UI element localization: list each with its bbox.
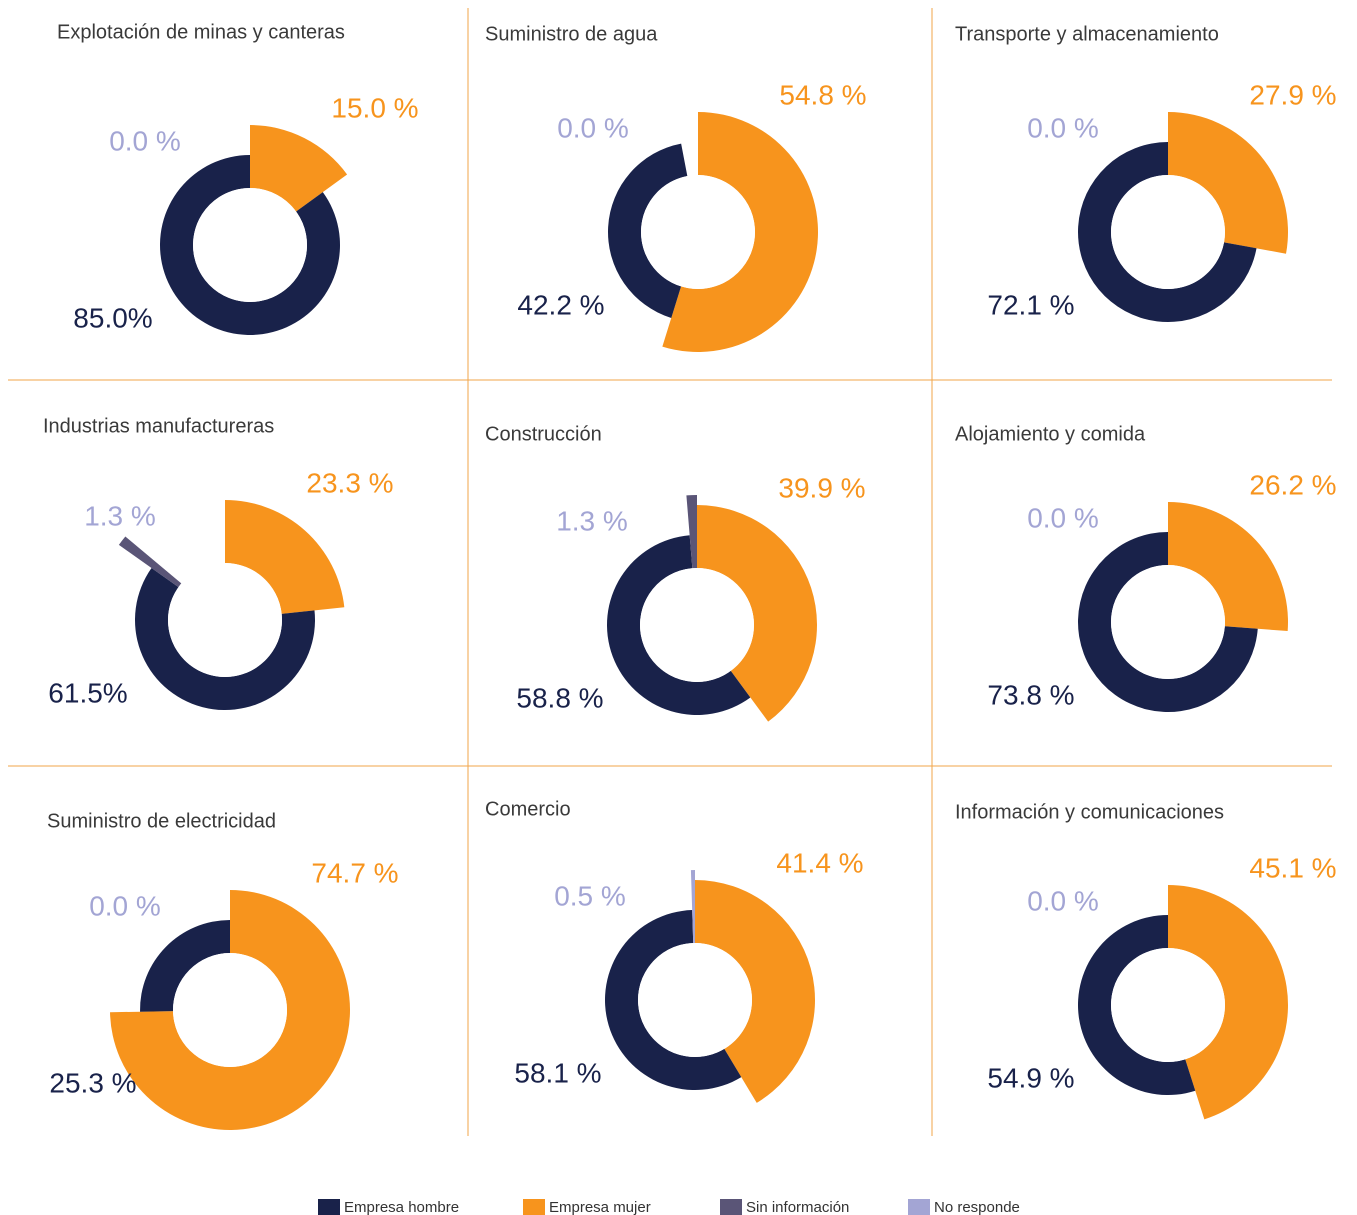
donut-hole: [1111, 565, 1225, 679]
slice: [662, 112, 818, 352]
donut-chart: Explotación de minas y canteras 85.0% 15.0…: [57, 21, 419, 336]
slice: [607, 535, 751, 716]
value-label: 0.0 %: [1027, 112, 1099, 143]
slice: [1078, 532, 1258, 712]
donut-chart: Industrias manufactureras 61.5% 23.3 % 1.3 …: [43, 415, 394, 710]
slice: [225, 500, 345, 614]
value-label: 41.4 %: [776, 847, 863, 878]
value-label: 0.5 %: [554, 880, 626, 911]
legend-label: Empresa hombre: [344, 1199, 459, 1215]
slice: [697, 505, 818, 722]
donut-chart: Suministro de electricidad 25.3 % 74.7 % 0.…: [47, 810, 399, 1130]
legend-label: Empresa mujer: [549, 1199, 651, 1215]
value-label: 25.3 %: [49, 1067, 136, 1098]
donut-chart: Información y comunicaciones 54.9 % 45.1 %…: [955, 801, 1337, 1120]
legend-label: Sin información: [746, 1199, 849, 1215]
slice: [250, 125, 348, 212]
value-label: 61.5%: [48, 677, 127, 708]
donut-chart: Transporte y almacenamiento 72.1 % 27.9 % 0…: [955, 23, 1337, 322]
chart-title: Suministro de agua: [485, 23, 658, 45]
chart-title: Construcción: [485, 423, 602, 445]
value-label: 54.8 %: [779, 79, 866, 110]
slice: [118, 536, 182, 588]
value-label: 73.8 %: [987, 679, 1074, 710]
value-label: 1.3 %: [84, 500, 156, 531]
donut-chart: Construcción 58.8 % 39.9 % 1.3 %: [485, 423, 866, 722]
donut-chart: Alojamiento y comida 73.8 % 26.2 % 0.0 %: [955, 423, 1337, 712]
slice: [135, 568, 315, 710]
value-label: 23.3 %: [306, 467, 393, 498]
slice: [140, 920, 230, 1012]
chart-title: Comercio: [485, 798, 571, 820]
slice: [110, 890, 350, 1130]
value-label: 54.9 %: [987, 1062, 1074, 1093]
donut-hole: [173, 953, 287, 1067]
slice: [690, 870, 695, 944]
slice: [1078, 915, 1196, 1095]
chart-title: Explotación de minas y canteras: [57, 21, 345, 43]
donut-hole: [1111, 948, 1225, 1062]
legend-swatch: [720, 1199, 742, 1215]
chart-title: Información y comunicaciones: [955, 801, 1224, 823]
donut-hole: [641, 175, 755, 289]
donut-chart: Comercio 58.1 % 41.4 % 0.5 %: [485, 798, 864, 1103]
slice: [1168, 112, 1288, 254]
chart-title: Transporte y almacenamiento: [955, 23, 1219, 45]
donut-hole: [193, 188, 307, 302]
chart-title: Alojamiento y comida: [955, 423, 1146, 445]
donut-hole: [168, 563, 282, 677]
legend-label: No responde: [934, 1199, 1020, 1215]
chart-title: Industrias manufactureras: [43, 415, 274, 437]
value-label: 72.1 %: [987, 289, 1074, 320]
value-label: 42.2 %: [517, 289, 604, 320]
value-label: 27.9 %: [1249, 79, 1336, 110]
value-label: 15.0 %: [331, 92, 418, 123]
value-label: 0.0 %: [89, 890, 161, 921]
value-label: 58.1 %: [514, 1057, 601, 1088]
slice: [1168, 502, 1288, 632]
value-label: 74.7 %: [311, 857, 398, 888]
donut-hole: [640, 568, 754, 682]
legend-swatch: [523, 1199, 545, 1215]
slice: [607, 143, 688, 318]
value-label: 26.2 %: [1249, 469, 1336, 500]
donut-chart: Suministro de agua 42.2 % 54.8 % 0.0 %: [485, 23, 867, 352]
value-label: 58.8 %: [516, 682, 603, 713]
chart-title: Suministro de electricidad: [47, 810, 276, 832]
slice: [686, 495, 697, 569]
value-label: 1.3 %: [556, 505, 628, 536]
slice: [1168, 885, 1289, 1120]
slice: [604, 910, 742, 1090]
value-label: 45.1 %: [1249, 852, 1336, 883]
value-label: 39.9 %: [778, 472, 865, 503]
donut-hole: [1111, 175, 1225, 289]
slice: [695, 880, 816, 1103]
value-label: 85.0%: [73, 302, 152, 333]
value-label: 0.0 %: [1027, 885, 1099, 916]
value-label: 0.0 %: [557, 112, 629, 143]
slice: [1078, 142, 1257, 322]
value-label: 0.0 %: [1027, 502, 1099, 533]
value-label: 0.0 %: [109, 125, 181, 156]
dividers: [8, 8, 1332, 1136]
legend-swatch: [318, 1199, 340, 1215]
donut-hole: [638, 943, 752, 1057]
legend-swatch: [908, 1199, 930, 1215]
slice: [159, 155, 340, 336]
